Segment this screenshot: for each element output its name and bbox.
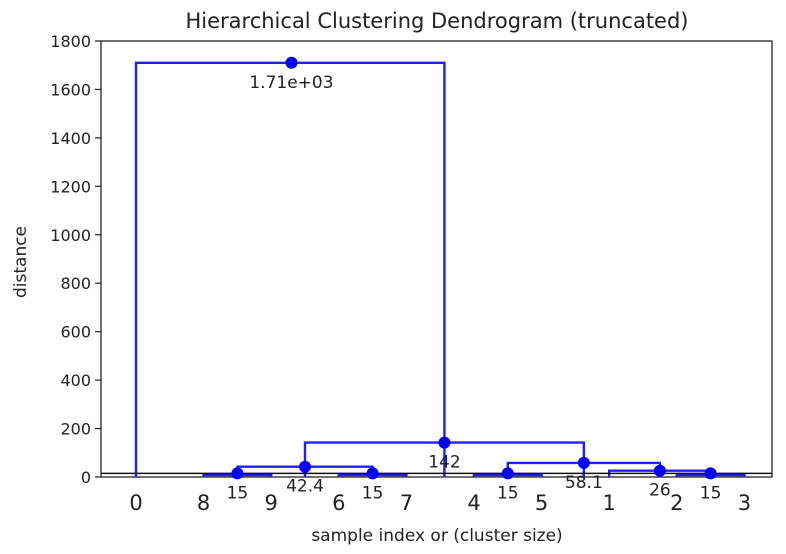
- merge-distance-label: 58.1: [565, 473, 603, 493]
- y-tick-label: 1200: [50, 177, 91, 196]
- y-tick-label: 800: [60, 274, 91, 293]
- y-tick-label: 1800: [50, 32, 91, 51]
- merge-distance-label: 26: [649, 481, 671, 501]
- merge-distance-label: 15: [227, 483, 249, 503]
- dendrogram-nodes: 15 15 15 15 42.4 26 58.1 142 1.71e+03: [227, 56, 722, 503]
- merge-node: [501, 467, 514, 480]
- plot-frame: [100, 40, 773, 478]
- merge-node: [577, 456, 590, 469]
- x-tick-label: 7: [400, 491, 413, 515]
- chart-title: Hierarchical Clustering Dendrogram (trun…: [185, 9, 688, 33]
- y-tick-label: 1400: [50, 129, 91, 148]
- x-tick-label: 5: [535, 491, 548, 515]
- merge-node: [299, 460, 311, 473]
- y-tick-label: 0: [81, 468, 91, 487]
- x-tick-label: 6: [332, 491, 345, 515]
- x-axis-label: sample index or (cluster size): [311, 526, 562, 546]
- x-tick-label: 2: [670, 491, 683, 515]
- x-tick-label: 9: [265, 491, 278, 515]
- y-axis-label: distance: [11, 226, 31, 298]
- y-tick-label: 1000: [50, 226, 91, 245]
- x-tick-label: 8: [197, 491, 210, 515]
- merge-distance-label: 15: [700, 483, 722, 503]
- x-axis-ticks: 0 8 9 6 7 4 5 1 2 3: [129, 491, 751, 515]
- y-axis-ticks: 0 200 400 600 800 1000 1200 1400 1600 1800: [50, 32, 101, 487]
- merge-distance-label: 15: [362, 483, 384, 503]
- merge-node: [285, 56, 298, 69]
- merge-distance-label: 15: [497, 483, 519, 503]
- merge-node: [653, 464, 666, 477]
- x-tick-label: 4: [467, 491, 480, 515]
- x-tick-label: 0: [129, 491, 142, 515]
- dendrogram-links: [101, 61, 772, 477]
- merge-node: [438, 436, 451, 449]
- y-tick-label: 1600: [50, 80, 91, 99]
- merge-node: [366, 467, 379, 480]
- x-tick-label: 3: [738, 491, 751, 515]
- y-tick-label: 200: [60, 420, 91, 439]
- dendrogram-link: [134, 61, 446, 477]
- merge-distance-label: 1.71e+03: [249, 73, 333, 93]
- y-tick-label: 400: [60, 371, 91, 390]
- merge-node: [231, 467, 244, 480]
- merge-node: [704, 467, 717, 480]
- y-tick-label: 600: [60, 323, 91, 342]
- x-tick-label: 1: [603, 491, 616, 515]
- merge-distance-label: 42.4: [286, 477, 324, 497]
- merge-distance-label: 142: [428, 453, 460, 473]
